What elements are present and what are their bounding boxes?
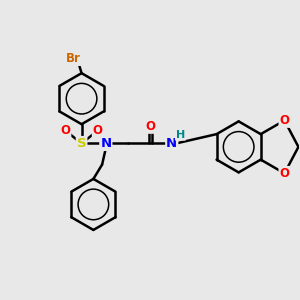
Text: S: S: [77, 137, 86, 150]
Text: O: O: [60, 124, 70, 137]
Text: O: O: [279, 167, 290, 180]
Text: O: O: [93, 124, 103, 137]
Text: N: N: [100, 137, 111, 150]
Text: Br: Br: [66, 52, 81, 65]
Text: H: H: [176, 130, 185, 140]
Text: N: N: [166, 137, 177, 150]
Text: O: O: [146, 120, 156, 133]
Text: O: O: [279, 114, 290, 127]
